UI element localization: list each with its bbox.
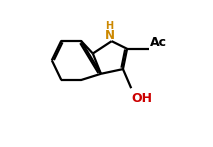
Text: N: N xyxy=(104,29,114,42)
Text: OH: OH xyxy=(132,92,153,105)
Text: Ac: Ac xyxy=(150,36,167,49)
Text: H: H xyxy=(105,21,114,31)
